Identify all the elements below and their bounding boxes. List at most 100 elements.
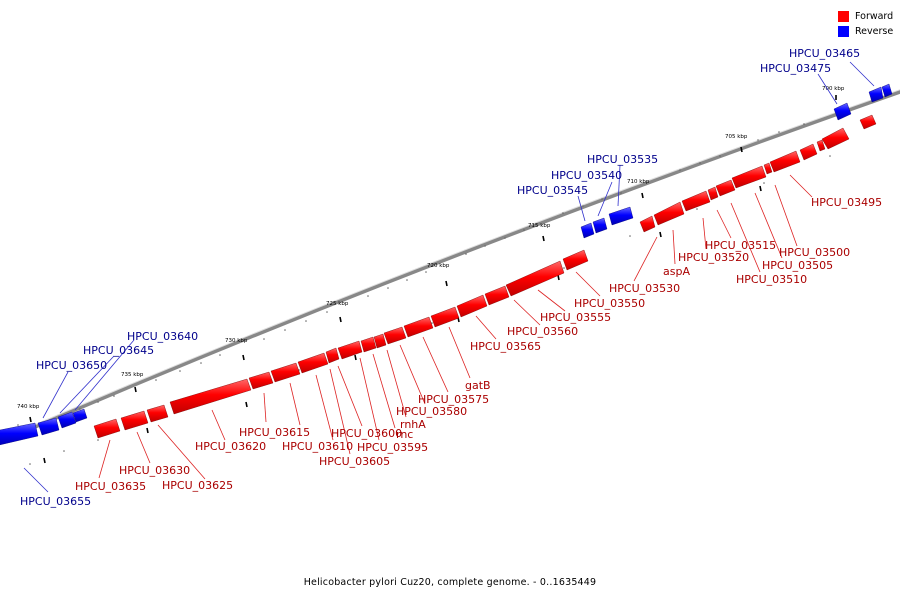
gene-label-forward[interactable]: HPCU_03600 (331, 427, 402, 440)
legend-forward-swatch (838, 11, 849, 22)
scale-label-725: 725 kbp (326, 301, 349, 307)
gene-arrow-reverse[interactable] (608, 206, 634, 226)
gene-arrow-forward[interactable] (484, 285, 510, 306)
genome-caption: Helicobacter pylori Cuz20, complete geno… (303, 577, 597, 588)
gene-label-forward[interactable]: HPCU_03515 (705, 239, 776, 252)
gene-label-forward[interactable]: HPCU_03495 (811, 196, 882, 209)
gene-arrow-reverse[interactable] (0, 422, 39, 446)
gene-arrow-forward[interactable] (562, 249, 589, 271)
gene-arrow-forward[interactable] (816, 139, 826, 152)
gene-label-forward[interactable]: HPCU_03595 (357, 441, 428, 454)
gene-arrow-forward[interactable] (337, 340, 363, 360)
gene-label-forward[interactable]: HPCU_03530 (609, 282, 680, 295)
scale-label-710: 710 kbp (627, 179, 650, 185)
gene-arrow-forward[interactable] (325, 347, 340, 364)
gene-arrow-forward[interactable] (707, 186, 719, 201)
gene-label-forward[interactable]: rnc (396, 428, 413, 441)
gene-label-reverse[interactable]: HPCU_03650 (36, 359, 107, 372)
genome-backbone (0, 89, 900, 444)
gene-arrow-forward[interactable] (859, 114, 877, 130)
gene-arrow-forward[interactable] (639, 215, 656, 233)
gene-arrow-forward[interactable] (93, 418, 121, 439)
gene-arrow-reverse[interactable] (57, 411, 77, 429)
gene-arrow-forward[interactable] (653, 201, 685, 226)
gene-arrow-forward[interactable] (821, 127, 850, 150)
gene-arrow-forward[interactable] (146, 404, 169, 423)
gene-label-reverse[interactable]: HPCU_03640 (127, 330, 198, 343)
gene-label-forward[interactable]: HPCU_03555 (540, 311, 611, 324)
scale-label-735: 735 kbp (121, 372, 144, 378)
forward-leader-lines (98, 174, 813, 480)
gene-label-reverse[interactable]: HPCU_03540 (551, 169, 622, 182)
gene-arrow-reverse[interactable] (868, 86, 884, 103)
gene-label-forward[interactable]: HPCU_03605 (319, 455, 390, 468)
gene-label-forward[interactable]: gatB (465, 379, 491, 392)
gene-label-forward[interactable]: HPCU_03610 (282, 440, 353, 453)
gene-label-forward[interactable]: HPCU_03620 (195, 440, 266, 453)
legend-reverse-label: Reverse (855, 26, 894, 37)
scale-label-700: 700 kbp (822, 86, 845, 92)
gene-arrow-forward[interactable] (373, 333, 387, 349)
gene-arrow-reverse[interactable] (881, 83, 893, 98)
reverse-leader-lines (23, 61, 875, 493)
scale-label-715: 715 kbp (528, 223, 551, 229)
gene-label-forward[interactable]: HPCU_03615 (239, 426, 310, 439)
scale-label-740: 740 kbp (17, 404, 40, 410)
legend-reverse: Reverse (838, 24, 893, 39)
gene-label-forward[interactable]: HPCU_03510 (736, 273, 807, 286)
gene-arrow-forward[interactable] (715, 179, 736, 197)
genome-backbone-highlight (0, 89, 900, 441)
gene-label-forward[interactable]: HPCU_03575 (418, 393, 489, 406)
gene-arrow-forward[interactable] (681, 190, 711, 212)
gene-arrow-forward[interactable] (769, 150, 801, 173)
gene-arrow-forward[interactable] (799, 143, 818, 161)
gene-arrow-forward[interactable] (456, 294, 488, 318)
gene-arrow-reverse[interactable] (592, 217, 608, 234)
gene-arrow-forward[interactable] (383, 326, 407, 345)
gene-arrow-reverse[interactable] (72, 408, 88, 423)
gene-arrow-forward[interactable] (430, 306, 460, 328)
gene-label-forward[interactable]: HPCU_03625 (162, 479, 233, 492)
gene-arrow-forward[interactable] (505, 260, 565, 297)
gene-label-forward[interactable]: HPCU_03580 (396, 405, 467, 418)
scale-label-720: 720 kbp (427, 263, 450, 269)
gene-arrow-forward[interactable] (360, 336, 377, 353)
gene-arrow-reverse[interactable] (833, 102, 852, 121)
gene-label-forward[interactable]: HPCU_03550 (574, 297, 645, 310)
gene-arrow-forward[interactable] (731, 165, 767, 189)
reverse-genes (0, 83, 893, 446)
gene-label-reverse[interactable]: HPCU_03465 (789, 47, 860, 60)
gene-arrow-forward[interactable] (169, 378, 252, 415)
gene-label-reverse[interactable]: HPCU_03655 (20, 495, 91, 508)
gene-label-forward[interactable]: HPCU_03560 (507, 325, 578, 338)
gene-arrow-forward[interactable] (297, 352, 329, 374)
forward-labels: HPCU_03495 HPCU_03500 HPCU_03505 HPCU_03… (75, 196, 882, 493)
reverse-labels: HPCU_03465 HPCU_03475 HPCU_03535 HPCU_03… (20, 47, 860, 508)
gene-arrow-forward[interactable] (403, 316, 434, 338)
legend-forward: Forward (838, 9, 893, 24)
gene-arrow-forward[interactable] (120, 410, 149, 431)
gene-label-reverse[interactable]: HPCU_03535 (587, 153, 658, 166)
gene-arrow-reverse[interactable] (37, 417, 60, 436)
legend-forward-label: Forward (855, 11, 894, 22)
gene-arrow-forward[interactable] (270, 362, 301, 383)
gene-label-forward[interactable]: aspA (663, 265, 690, 278)
gene-label-reverse[interactable]: HPCU_03475 (760, 62, 831, 75)
gene-label-forward[interactable]: HPCU_03565 (470, 340, 541, 353)
gene-label-forward[interactable]: HPCU_03500 (779, 246, 850, 259)
strand-legend: Forward Reverse (838, 9, 893, 39)
gene-label-forward[interactable]: HPCU_03520 (678, 251, 749, 264)
legend-reverse-swatch (838, 26, 849, 37)
gene-label-forward[interactable]: HPCU_03630 (119, 464, 190, 477)
gene-label-forward[interactable]: HPCU_03635 (75, 480, 146, 493)
scale-label-730: 730 kbp (225, 338, 248, 344)
gene-arrow-reverse[interactable] (580, 222, 595, 239)
gene-label-forward[interactable]: rnhA (400, 418, 426, 431)
gene-label-forward[interactable]: HPCU_03505 (762, 259, 833, 272)
gene-arrow-forward[interactable] (248, 371, 274, 390)
gene-arrow-forward[interactable] (763, 162, 773, 175)
gene-label-reverse[interactable]: HPCU_03645 (83, 344, 154, 357)
gene-label-reverse[interactable]: HPCU_03545 (517, 184, 588, 197)
scale-label-705: 705 kbp (725, 134, 748, 140)
